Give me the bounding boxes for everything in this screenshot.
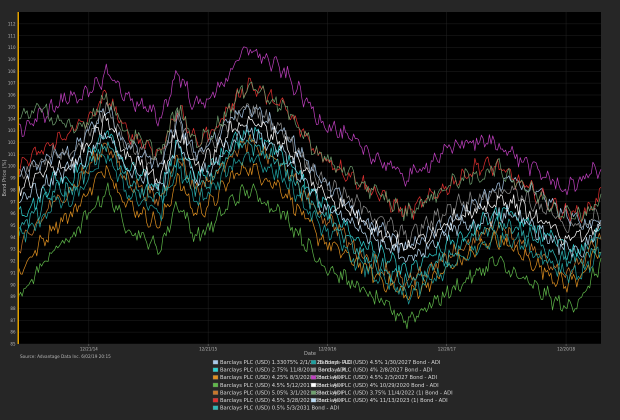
legend-entry: Barclays PLC (USD) 2.75% 11/8/2017 Bond … (220, 368, 346, 374)
y-tick-label: 91 (10, 270, 16, 275)
legend-swatch (212, 390, 219, 395)
y-tick-label: 87 (10, 318, 16, 323)
legend-entry: Barclays PLC (USD) 4% 2/8/2027 Bond - AD… (318, 368, 433, 374)
y-tick-label: 106 (8, 93, 16, 98)
plot-left-accent (17, 12, 19, 344)
y-tick-label: 88 (10, 306, 16, 311)
legend-entry: Barclays PLC (USD) 0.5% 5/3/2031 Bond - … (220, 406, 340, 412)
x-tick-label: 12/20/18 (557, 347, 575, 352)
series-line (18, 113, 602, 251)
source-note: Source: Advantage Data Inc. 6/02/19 20:1… (20, 354, 111, 359)
y-tick-label: 98 (10, 187, 16, 192)
y-tick-label: 90 (10, 282, 16, 287)
y-tick-label: 110 (8, 45, 16, 50)
y-tick-label: 92 (10, 259, 16, 264)
y-tick-label: 103 (8, 128, 16, 133)
y-tick-label: 112 (8, 21, 16, 26)
x-tick-label: 12/20/17 (438, 347, 456, 352)
series-line (19, 81, 602, 222)
y-tick-label: 85 (10, 342, 16, 347)
series-line (18, 46, 602, 196)
legend-swatch (310, 367, 317, 372)
y-tick-label: 99 (10, 176, 16, 181)
legend-entry: Barclays PLC (USD) 4.5% 5/12/2017 Bond -… (220, 383, 343, 389)
x-tick-label: 12/21/15 (199, 347, 217, 352)
legend-entry: Barclays PLC (USD) 4% 10/29/2020 Bond - … (318, 383, 439, 389)
series-lines (18, 46, 602, 330)
y-tick-label: 102 (8, 140, 16, 145)
x-tick-label: 12/21/14 (80, 347, 98, 352)
y-tick-label: 109 (8, 57, 16, 62)
legend-swatch (212, 382, 219, 388)
legend-entry: Barclays PLC (USD) 5.05% 3/1/2021 Bond -… (220, 390, 343, 396)
legend-swatch (310, 375, 317, 380)
y-tick-label: 105 (8, 104, 16, 109)
y-tick-label: 108 (8, 69, 16, 74)
x-axis-label: Date (304, 351, 316, 357)
series-line (18, 124, 602, 263)
legend-entry: Barclays PLC (USD) 4.25% 8/3/2028 Bond -… (220, 375, 343, 381)
y-axis-label: Bond Price (%) (2, 160, 8, 197)
grid-lines (19, 12, 601, 346)
legend-entry: Barclays PLC (USD) 4.5% 3/28/2027 Bond -… (220, 398, 343, 404)
series-line (18, 139, 602, 289)
y-tick-label: 101 (8, 152, 16, 157)
legend-entry: Barclays PLC (USD) 4% 11/13/2023 (1) Bon… (318, 398, 448, 404)
legend-swatch (310, 360, 317, 365)
y-tick-label: 94 (10, 235, 16, 240)
y-tick-label: 107 (8, 81, 16, 86)
y-tick-label: 95 (10, 223, 16, 228)
legend-swatch (212, 360, 219, 365)
y-tick-label: 97 (10, 199, 16, 204)
x-tick-label: 12/20/16 (318, 347, 336, 352)
legend-swatch (212, 375, 219, 380)
legend-entry: Barclays PLC (USD) 4.5% 1/30/2027 Bond -… (318, 360, 441, 366)
y-tick-label: 111 (8, 33, 16, 38)
legend-swatch (310, 398, 317, 403)
y-tick-labels: 85 86 87 88 89 90 91 92 93 94 95 96 97 98 99 100 101 102 1… (8, 21, 16, 346)
legend-entry: Barclays PLC (USD) 4.5% 2/3/2027 Bond - … (318, 375, 438, 381)
x-tick-labels: 12/21/14 12/21/15 12/20/16 12/20/17 12/20/18 (80, 347, 576, 352)
legend-swatch (310, 390, 317, 395)
series-line (18, 126, 602, 278)
legend-swatch (310, 382, 317, 388)
y-tick-label: 86 (10, 330, 16, 335)
legend-swatch (212, 405, 219, 410)
series-line (18, 182, 602, 330)
series-line (18, 162, 602, 301)
y-tick-label: 104 (8, 116, 16, 121)
legend: Barclays PLC (USD) 1.33075% 2/1/2028 Bon… (212, 360, 453, 412)
series-line (18, 151, 602, 305)
y-tick-label: 89 (10, 294, 16, 299)
y-tick-label: 96 (10, 211, 16, 216)
legend-swatch (212, 367, 219, 372)
legend-entry: Barclays PLC (USD) 1.33075% 2/1/2028 Bon… (220, 360, 353, 366)
y-tick-label: 93 (10, 247, 16, 252)
legend-swatch (212, 398, 219, 403)
legend-entry: Barclays PLC (USD) 3.75% 11/4/2022 (1) B… (318, 390, 453, 396)
y-tick-label: 100 (8, 164, 16, 169)
